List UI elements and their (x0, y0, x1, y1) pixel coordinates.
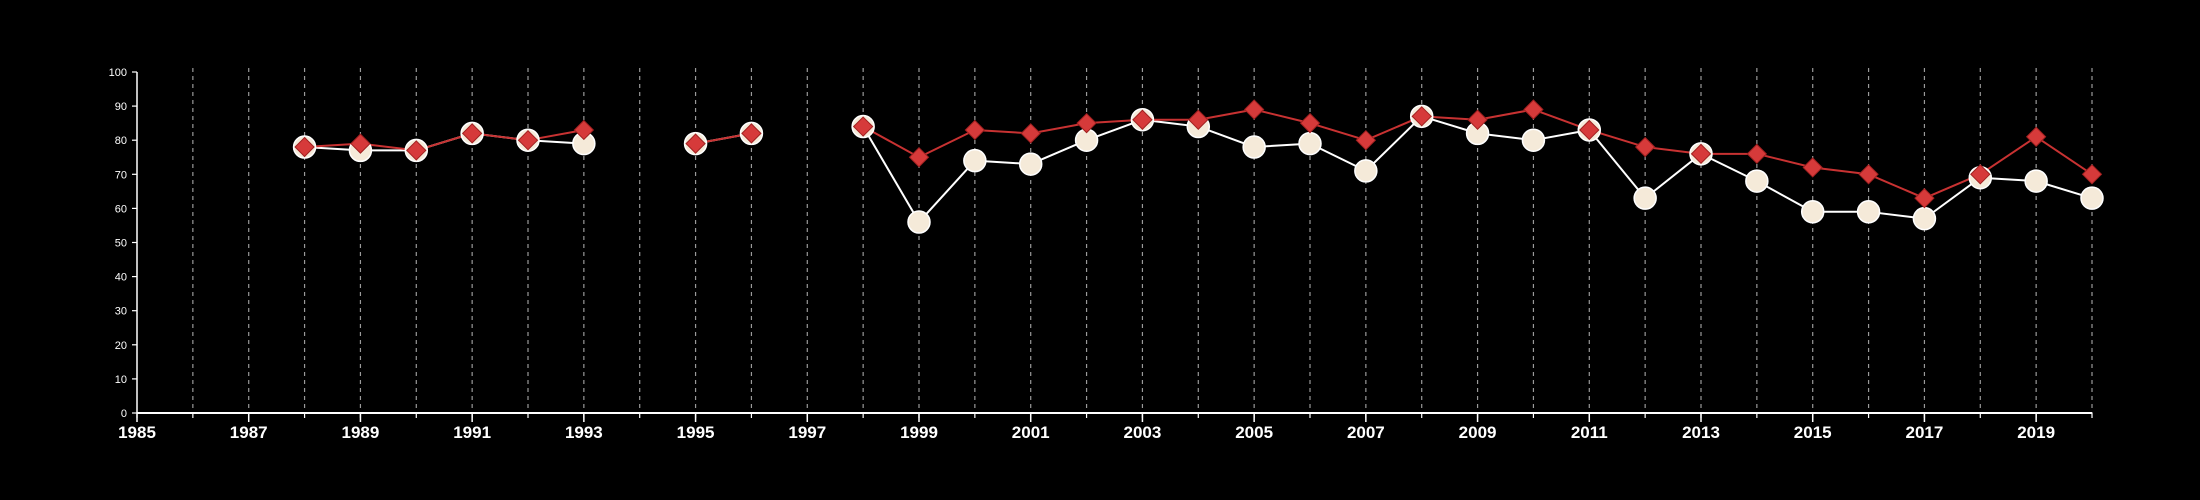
series-2-point-1996 (741, 123, 762, 144)
series-2-point-2014 (1746, 143, 1768, 165)
series-2-point-2020 (2081, 164, 2103, 185)
x-tick-label-1989: 1989 (342, 423, 380, 442)
series-2-point-2016 (1858, 164, 1879, 185)
series-1-point-2012 (1633, 186, 1657, 210)
data-series (292, 99, 2104, 234)
series-2-point-2003 (1132, 109, 1153, 130)
series-2-point-1999 (908, 147, 930, 168)
series-2-point-2015 (1802, 157, 1823, 178)
series-2-point-2013 (1690, 143, 1712, 165)
series-2-point-2001 (1020, 123, 1041, 144)
series-2-point-2006 (1299, 112, 1321, 134)
y-tick-label-0: 0 (121, 408, 127, 420)
series-2-point-2011 (1579, 119, 1600, 141)
x-tick-label-1997: 1997 (788, 423, 826, 442)
x-tick-label-1993: 1993 (565, 423, 603, 442)
series-1-point-2016 (1856, 200, 1881, 224)
x-tick-label-2007: 2007 (1347, 423, 1385, 442)
y-tick-label-100: 100 (109, 67, 127, 79)
x-tick-label-1999: 1999 (900, 423, 938, 442)
series-1-point-2019 (2024, 169, 2048, 193)
series-2-point-1992 (517, 129, 539, 151)
series-1-point-2005 (1242, 135, 1266, 159)
x-tick-label-1995: 1995 (677, 423, 715, 442)
y-tick-label-80: 80 (115, 135, 127, 147)
series-2-point-1991 (461, 123, 483, 144)
y-tick-label-60: 60 (115, 203, 127, 215)
y-tick-label-50: 50 (115, 238, 127, 250)
x-tick-label-2009: 2009 (1459, 423, 1497, 442)
x-tick-label-2017: 2017 (1906, 423, 1944, 442)
series-1-point-1999 (907, 210, 931, 234)
x-tick-label-1991: 1991 (453, 423, 491, 442)
series-1-point-2001 (1018, 152, 1043, 176)
x-tick-label-2011: 2011 (1571, 423, 1608, 442)
series-2-point-2018 (1970, 164, 1991, 185)
series-2-point-2007 (1355, 129, 1377, 151)
series-2-point-1989 (350, 133, 371, 154)
series-2-point-2012 (1634, 136, 1656, 158)
series-2-point-1993 (573, 119, 595, 141)
series-2-point-1990 (406, 140, 427, 161)
y-tick-label-30: 30 (115, 306, 127, 318)
y-tick-label-90: 90 (115, 101, 127, 113)
series-1-point-2006 (1298, 131, 1322, 156)
x-tick-label-2005: 2005 (1235, 423, 1273, 442)
series-1-point-2017 (1912, 206, 1937, 231)
series-2-point-2004 (1188, 109, 1209, 130)
series-2-point-2005 (1243, 99, 1265, 120)
series-1-point-2020 (2080, 186, 2104, 210)
series-1-point-2000 (963, 148, 987, 173)
y-tick-label-10: 10 (115, 374, 127, 386)
axes: 0 10 20 30 40 50 60 70 80 90 100 1985 1987 1989 1991 19… (109, 67, 2093, 442)
series-2-point-1998 (852, 116, 874, 137)
series-2-point-2019 (2025, 126, 2047, 147)
series-2-point-2000 (964, 119, 986, 141)
y-tick-label-70: 70 (115, 169, 127, 181)
series-2-point-2017 (1914, 187, 1935, 209)
series-2-point-1995 (685, 133, 706, 154)
x-tick-label-2003: 2003 (1124, 423, 1162, 442)
x-tick-label-1987: 1987 (230, 423, 268, 442)
x-tick-label-2015: 2015 (1794, 423, 1832, 442)
series-1-point-2010 (1521, 128, 1546, 152)
series-2-point-2010 (1523, 99, 1544, 120)
x-tick-label-1985: 1985 (118, 423, 156, 442)
series-1-point-2015 (1800, 200, 1825, 224)
y-tick-label-40: 40 (115, 272, 127, 284)
series-2-point-2002 (1076, 112, 1097, 134)
x-tick-label-2013: 2013 (1682, 423, 1720, 442)
series-2-point-2008 (1411, 106, 1432, 127)
y-tick-label-20: 20 (115, 340, 127, 352)
series-2-point-2009 (1467, 109, 1488, 130)
x-tick-label-2001: 2001 (1012, 423, 1050, 442)
x-tick-label-2019: 2019 (2017, 423, 2055, 442)
series-2-point-1988 (294, 136, 315, 158)
series-1-point-2007 (1354, 159, 1378, 183)
series-1-point-2014 (1745, 169, 1769, 193)
